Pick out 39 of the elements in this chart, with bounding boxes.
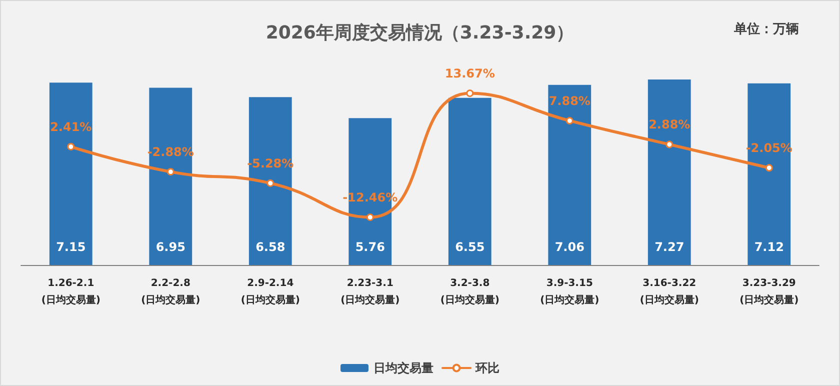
point xyxy=(566,116,574,124)
x-tick-label: 3.2-3.8 (日均交易量) xyxy=(440,278,500,306)
x-tick-label: 2.23-3.1 (日均交易量) xyxy=(340,278,400,306)
data-label: 7.12 xyxy=(754,240,784,254)
chart-title: 2026年周度交易情况（3.23-3.29） xyxy=(266,22,574,44)
point xyxy=(166,168,174,176)
data-label: 2.88% xyxy=(648,118,690,132)
data-label: 7.27 xyxy=(654,240,684,254)
point xyxy=(266,179,274,187)
x-tick-label: 3.16-3.22 (日均交易量) xyxy=(640,278,699,306)
x-tick-label: 2.9-2.14 (日均交易量) xyxy=(240,278,300,306)
text: 单位：万辆 xyxy=(733,21,799,37)
bar xyxy=(49,82,92,265)
bar xyxy=(149,88,192,265)
data-label: 6.95 xyxy=(156,240,186,254)
bar xyxy=(648,80,691,265)
bar xyxy=(448,98,492,265)
x-tick-label: 1.26-2.1 (日均交易量) xyxy=(41,278,100,306)
point xyxy=(466,89,474,97)
data-label: 6.55 xyxy=(455,240,485,254)
data-label: 13.67% xyxy=(444,66,495,80)
point xyxy=(666,140,674,148)
x-tick-label: 2.2-2.8 (日均交易量) xyxy=(141,278,200,306)
data-label: 7.06 xyxy=(554,240,584,254)
data-label: 7.88% xyxy=(548,94,590,108)
legend-label: 环比 xyxy=(474,361,500,375)
bar xyxy=(748,83,791,265)
data-label: 2.41% xyxy=(50,120,92,134)
x-tick-label: 3.9-3.15 (日均交易量) xyxy=(540,278,600,306)
data-label: 7.15 xyxy=(56,240,86,254)
data-label: 6.58 xyxy=(256,240,286,254)
bar xyxy=(548,84,592,265)
data-label: 5.76 xyxy=(355,240,385,254)
point xyxy=(366,214,374,222)
bar xyxy=(248,97,292,265)
point xyxy=(765,164,773,172)
point xyxy=(67,142,75,150)
legend-label: 日均交易量 xyxy=(374,361,434,375)
x-tick-label: 3.23-3.29 (日均交易量) xyxy=(740,278,799,306)
